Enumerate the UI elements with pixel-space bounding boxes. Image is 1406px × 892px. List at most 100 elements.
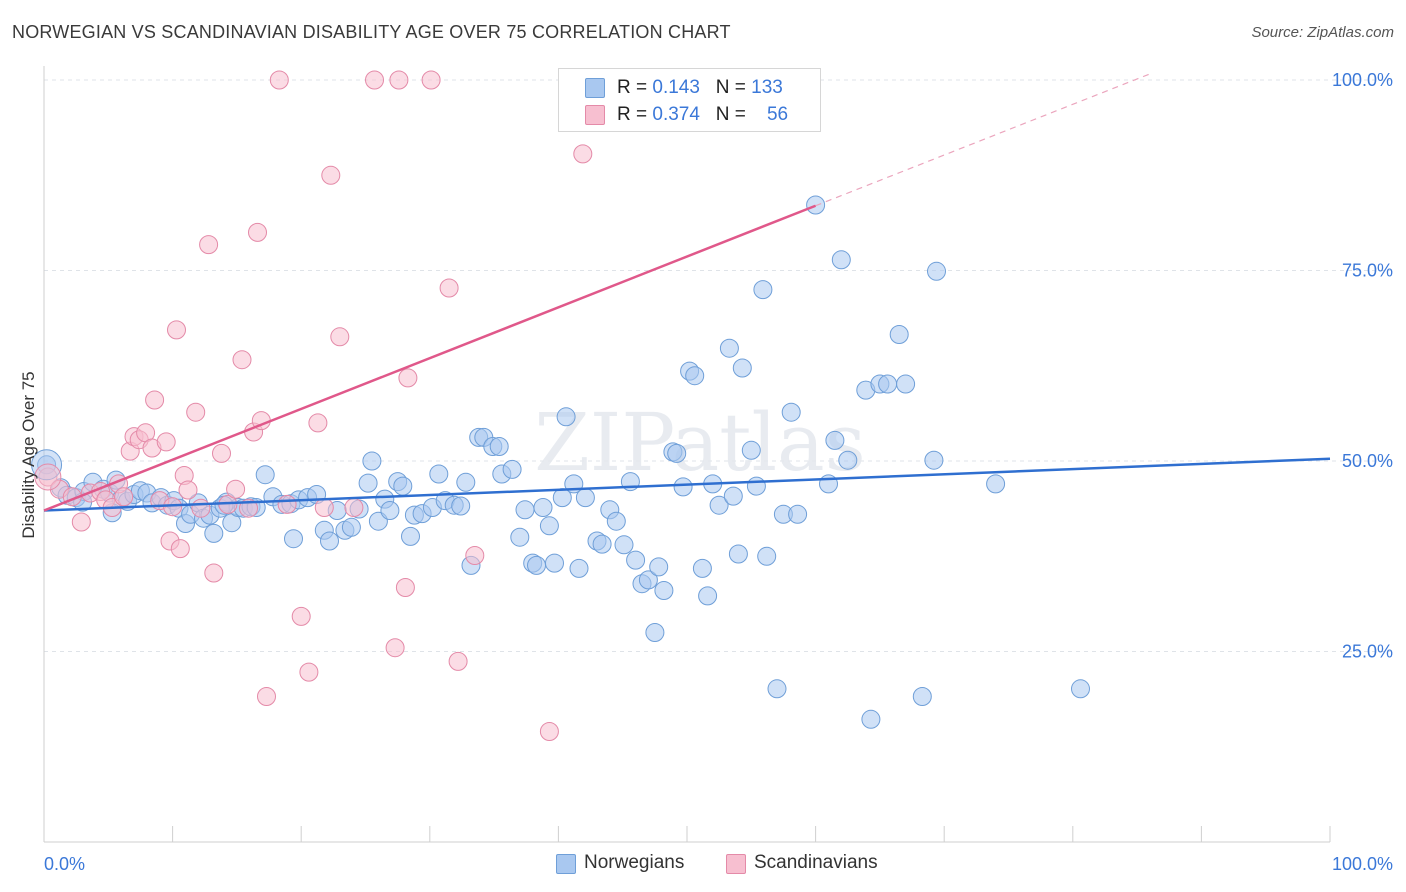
bottom-legend-label-scandinavians: Scandinavians xyxy=(754,852,878,873)
norwegian-point xyxy=(649,557,669,577)
scandinavian-point xyxy=(308,413,328,433)
watermark: ZIPatlas xyxy=(534,396,866,489)
norwegian-point xyxy=(719,338,739,358)
norwegian-point xyxy=(320,531,339,551)
chart-title: NORWEGIAN VS SCANDINAVIAN DISABILITY AGE… xyxy=(12,22,731,42)
y-tick-label: 50.0% xyxy=(1342,451,1393,471)
scandinavian-point xyxy=(439,278,459,298)
scandinavian-point xyxy=(199,235,219,255)
norwegian-point xyxy=(986,474,1006,494)
legend-r-label: R = xyxy=(617,77,653,98)
bottom-legend-swatch-norwegians xyxy=(556,854,576,874)
scandinavian-point xyxy=(314,498,334,517)
norwegian-point xyxy=(912,687,932,706)
y-tick-label: 100.0% xyxy=(1332,70,1393,90)
norwegian-point xyxy=(429,464,449,484)
scandinavian-point xyxy=(71,512,91,532)
norwegian-trend-line xyxy=(43,457,1331,512)
norwegian-point xyxy=(723,486,743,506)
norwegian-point xyxy=(692,558,712,578)
norwegian-point xyxy=(451,496,471,516)
norwegian-point xyxy=(510,527,530,547)
scandinavian-point xyxy=(385,638,405,658)
legend-n-label: N = xyxy=(715,77,752,98)
scandinavian-point xyxy=(170,539,190,559)
norwegian-point xyxy=(539,516,559,536)
legend-r-value: 0.374 xyxy=(652,104,700,125)
scandinavian-point xyxy=(299,662,319,682)
norwegian-point xyxy=(380,501,400,520)
norwegian-point xyxy=(753,280,773,300)
legend-swatch-scandinavians xyxy=(585,105,605,125)
norwegian-point xyxy=(545,553,564,573)
scandinavian-point xyxy=(34,463,62,491)
trend-lines xyxy=(43,73,1331,512)
norwegian-point xyxy=(1071,679,1090,699)
scandinavian-point xyxy=(448,651,468,671)
legend-swatch-norwegians xyxy=(585,78,605,98)
scandinavian-point xyxy=(398,368,418,388)
norwegian-point xyxy=(927,261,946,281)
norwegian-point xyxy=(667,443,687,463)
scandinavian-point xyxy=(204,563,224,583)
legend-r-value: 0.143 xyxy=(652,77,700,98)
scandinavian-point xyxy=(277,494,297,514)
scandinavian-point xyxy=(257,687,276,706)
scandinavian-point xyxy=(167,320,186,340)
norwegian-point xyxy=(358,473,378,493)
scandinavian-point xyxy=(330,327,350,347)
scandinavian-trend-extension xyxy=(815,73,1151,207)
scandinavian-trend-line xyxy=(43,204,817,512)
scandinavian-point xyxy=(573,144,593,164)
legend-n-value: 133 xyxy=(751,77,783,98)
scandinavian-point xyxy=(395,578,415,597)
scandinavian-point xyxy=(212,443,231,463)
legend: R = 0.143 N = 133 R = 0.374 N = 56 xyxy=(558,68,821,132)
norwegian-point xyxy=(638,570,658,590)
norwegian-point xyxy=(889,325,909,344)
norwegian-point xyxy=(709,495,729,515)
norwegian-point xyxy=(456,472,476,492)
scandinavian-point xyxy=(465,546,485,565)
norwegian-point xyxy=(569,558,589,578)
bottom-legend-label-norwegians: Norwegians xyxy=(584,852,685,873)
scandinavian-point xyxy=(114,487,134,507)
norwegian-point xyxy=(606,511,626,531)
grid xyxy=(44,79,1392,652)
scandinavian-point xyxy=(539,722,559,741)
scandinavian-point xyxy=(191,498,211,518)
scandinavian-point xyxy=(291,606,311,626)
norwegian-point xyxy=(284,529,303,549)
source-label: Source: ZipAtlas.com xyxy=(1251,24,1394,41)
scandinavian-point xyxy=(178,480,198,500)
norwegian-point xyxy=(788,504,808,524)
norwegian-point xyxy=(592,534,612,554)
norwegian-point xyxy=(393,476,413,496)
norwegian-point xyxy=(556,407,576,427)
norwegian-point xyxy=(626,550,646,570)
norwegian-point xyxy=(489,437,509,456)
scandinavian-point xyxy=(145,390,165,410)
scandinavian-point xyxy=(321,165,341,185)
norwegian-point xyxy=(654,581,674,600)
norwegian-point xyxy=(741,440,761,460)
y-axis-label: Disability Age Over 75 xyxy=(19,371,38,538)
norwegian-point xyxy=(204,523,224,543)
tick-labels: 25.0% 50.0% 75.0% 100.0% 0.0% 100.0% xyxy=(44,70,1393,874)
y-tick-label: 25.0% xyxy=(1342,642,1393,662)
norwegian-point xyxy=(575,488,595,508)
norwegian-point xyxy=(527,555,546,575)
scandinavian-point xyxy=(226,479,246,499)
norwegian-point xyxy=(781,402,801,422)
scandinavian-point xyxy=(232,350,252,370)
norwegian-point xyxy=(732,358,752,378)
norwegian-point xyxy=(362,451,382,471)
norwegian-point xyxy=(838,450,858,470)
norwegian-point xyxy=(673,477,693,497)
scandinavian-point xyxy=(344,498,364,517)
norwegian-point xyxy=(341,517,361,537)
norwegian-point xyxy=(746,476,766,496)
scandinavian-point xyxy=(186,402,206,422)
norwegian-point xyxy=(685,366,705,386)
